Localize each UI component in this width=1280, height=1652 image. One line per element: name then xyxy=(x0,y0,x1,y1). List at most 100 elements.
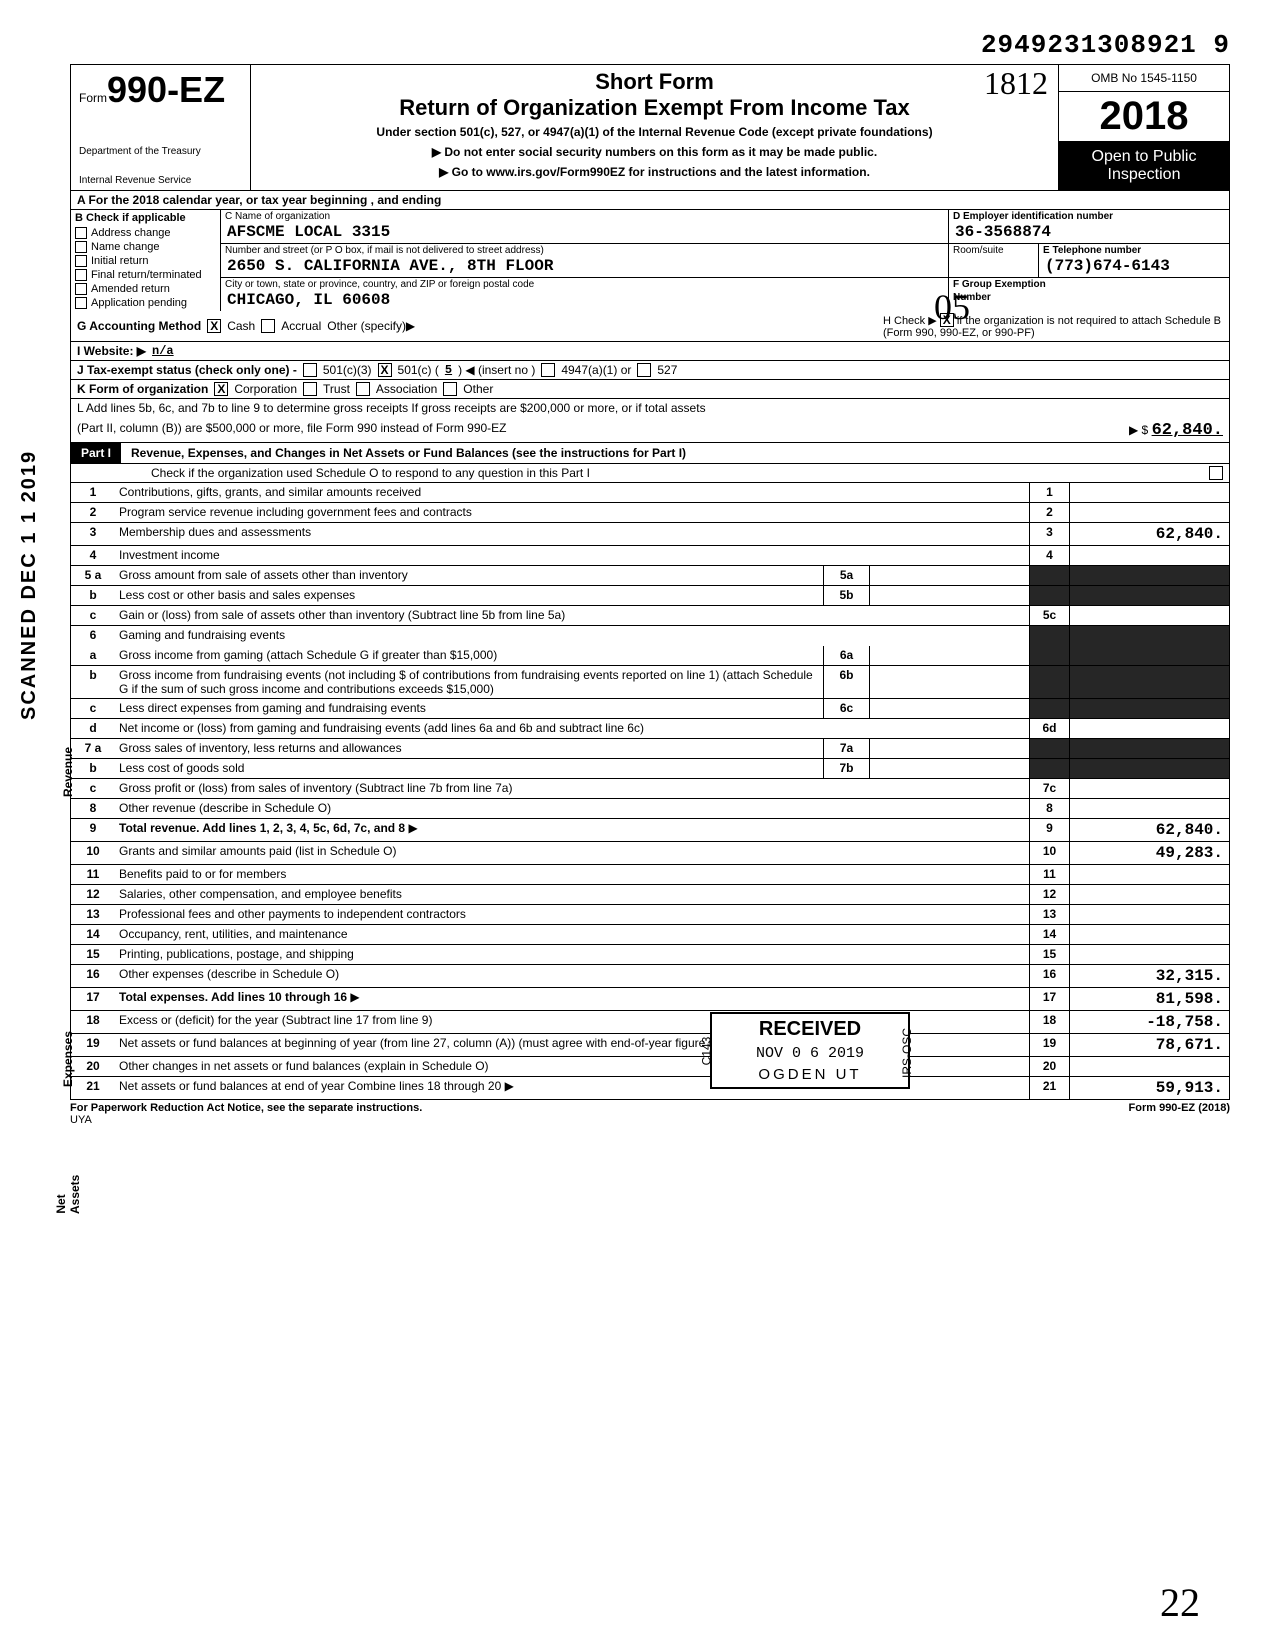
k-label: K Form of organization xyxy=(77,382,208,396)
line-5a-desc: Gross amount from sale of assets other t… xyxy=(115,566,823,585)
handwritten-05: 05 xyxy=(934,286,970,328)
chk-527[interactable] xyxy=(637,363,651,377)
chk-name-change[interactable] xyxy=(75,241,87,253)
form-number: 990-EZ xyxy=(107,69,225,110)
b-item-1: Name change xyxy=(91,241,160,253)
chk-schedule-o[interactable] xyxy=(1209,466,1223,480)
footer-uya: UYA xyxy=(70,1114,422,1126)
vcat-netassets: Net Assets xyxy=(54,1194,82,1214)
chk-501c3[interactable] xyxy=(303,363,317,377)
line-8-amt xyxy=(1069,799,1229,818)
open-public-2: Inspection xyxy=(1063,166,1225,184)
stamp-c143: C143 xyxy=(699,1037,713,1066)
main-title: Return of Organization Exempt From Incom… xyxy=(259,95,1050,121)
city-value: CHICAGO, IL 60608 xyxy=(221,291,948,311)
j-label: J Tax-exempt status (check only one) - xyxy=(77,363,297,377)
line-13-amt xyxy=(1069,905,1229,924)
j-501c-close: ) ◀ (insert no ) xyxy=(458,363,535,377)
line-7c-amt xyxy=(1069,779,1229,798)
g-other: Other (specify)▶ xyxy=(327,319,415,333)
e-tel-label: E Telephone number xyxy=(1039,244,1229,257)
form-header: Form990-EZ Department of the Treasury In… xyxy=(70,64,1230,190)
stamp-date: NOV 0 6 2019 xyxy=(728,1045,892,1062)
line-21-amt: 59,913. xyxy=(1069,1077,1229,1099)
d-ein-label: D Employer identification number xyxy=(949,210,1229,223)
g-label: G Accounting Method xyxy=(77,319,201,333)
chk-accrual[interactable] xyxy=(261,319,275,333)
handwritten-signature: 22 xyxy=(1160,1579,1200,1626)
i-label: I Website: ▶ xyxy=(77,344,146,358)
part1-label: Part I xyxy=(71,443,121,463)
line-10-desc: Grants and similar amounts paid (list in… xyxy=(115,842,1029,864)
f-group-number: Number xyxy=(949,291,1229,304)
j-501c-num: 5 xyxy=(445,363,452,377)
line-10-amt: 49,283. xyxy=(1069,842,1229,864)
line-6d-desc: Net income or (loss) from gaming and fun… xyxy=(115,719,1029,738)
b-item-4: Amended return xyxy=(91,283,170,295)
line-4-amt xyxy=(1069,546,1229,565)
stamp-irs-osc: IRS-OSC xyxy=(900,1028,914,1078)
chk-initial-return[interactable] xyxy=(75,255,87,267)
main-info-block: B Check if applicable Address change Nam… xyxy=(70,210,1230,311)
chk-address-change[interactable] xyxy=(75,227,87,239)
line-6b-desc: Gross income from fundraising events (no… xyxy=(115,666,823,698)
line-6-desc: Gaming and fundraising events xyxy=(115,626,1029,646)
j-501c3: 501(c)(3) xyxy=(323,363,372,377)
line-18-amt: -18,758. xyxy=(1069,1011,1229,1033)
line-21-desc: Net assets or fund balances at end of ye… xyxy=(119,1079,501,1093)
line-15-desc: Printing, publications, postage, and shi… xyxy=(115,945,1029,964)
ein-value: 36-3568874 xyxy=(949,223,1229,243)
line-5c-amt xyxy=(1069,606,1229,625)
line-3-desc: Membership dues and assessments xyxy=(115,523,1029,545)
form-prefix: Form xyxy=(79,91,107,105)
chk-final-return[interactable] xyxy=(75,269,87,281)
street-value: 2650 S. CALIFORNIA AVE., 8TH FLOOR xyxy=(221,257,948,277)
line-14-amt xyxy=(1069,925,1229,944)
c-street-label: Number and street (or P O box, if mail i… xyxy=(221,244,948,257)
b-item-5: Application pending xyxy=(91,297,187,309)
line-12-amt xyxy=(1069,885,1229,904)
stamp-received: RECEIVED xyxy=(728,1018,892,1041)
open-public-1: Open to Public xyxy=(1063,148,1225,166)
chk-4947[interactable] xyxy=(541,363,555,377)
short-form-label: Short Form xyxy=(259,69,1050,95)
j-527: 527 xyxy=(657,363,677,377)
line-8-desc: Other revenue (describe in Schedule O) xyxy=(115,799,1029,818)
chk-amended-return[interactable] xyxy=(75,283,87,295)
footer-form: Form 990-EZ (2018) xyxy=(1129,1102,1230,1126)
footer-paperwork: For Paperwork Reduction Act Notice, see … xyxy=(70,1102,422,1114)
b-item-2: Initial return xyxy=(91,255,148,267)
chk-association[interactable] xyxy=(356,382,370,396)
chk-501c[interactable]: X xyxy=(378,363,392,377)
chk-other-org[interactable] xyxy=(443,382,457,396)
g-accrual: Accrual xyxy=(281,319,321,333)
b-item-0: Address change xyxy=(91,227,171,239)
line-14-desc: Occupancy, rent, utilities, and maintena… xyxy=(115,925,1029,944)
k-corp: Corporation xyxy=(234,382,297,396)
chk-application-pending[interactable] xyxy=(75,297,87,309)
chk-trust[interactable] xyxy=(303,382,317,396)
line-13-desc: Professional fees and other payments to … xyxy=(115,905,1029,924)
h-label: H Check ▶ xyxy=(883,315,937,327)
k-other: Other xyxy=(463,382,493,396)
handwritten-number: 1812 xyxy=(984,65,1048,102)
line-2-amt xyxy=(1069,503,1229,522)
line-7c-desc: Gross profit or (loss) from sales of inv… xyxy=(115,779,1029,798)
received-stamp: C143 IRS-OSC RECEIVED NOV 0 6 2019 OGDEN… xyxy=(710,1012,910,1089)
goto-instructions: ▶ Go to www.irs.gov/Form990EZ for instru… xyxy=(259,165,1050,179)
c-name-label: C Name of organization xyxy=(221,210,948,223)
chk-corporation[interactable]: X xyxy=(214,382,228,396)
line-9-amt: 62,840. xyxy=(1069,819,1229,841)
vcat-expenses: Expenses xyxy=(61,1067,75,1087)
room-suite-label: Room/suite xyxy=(949,244,1038,257)
j-4947: 4947(a)(1) or xyxy=(561,363,631,377)
k-assoc: Association xyxy=(376,382,437,396)
part1-sub: Check if the organization used Schedule … xyxy=(151,466,590,480)
ssn-warning: ▶ Do not enter social security numbers o… xyxy=(259,145,1050,159)
line-17-desc: Total expenses. Add lines 10 through 16 xyxy=(119,990,347,1004)
b-title: B Check if applicable xyxy=(71,210,220,226)
line-2-desc: Program service revenue including govern… xyxy=(115,503,1029,522)
line-7b-desc: Less cost of goods sold xyxy=(115,759,823,778)
line-17-amt: 81,598. xyxy=(1069,988,1229,1010)
chk-cash[interactable]: X xyxy=(207,319,221,333)
